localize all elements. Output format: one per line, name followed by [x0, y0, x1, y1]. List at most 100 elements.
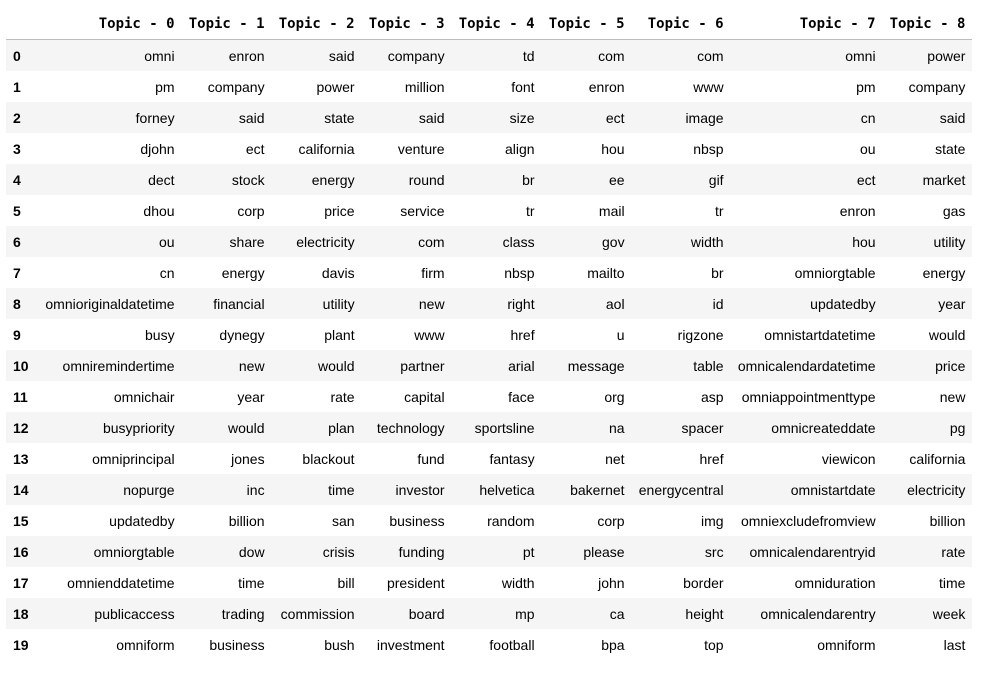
table-cell: right — [507, 295, 535, 312]
table-cell: pt — [522, 543, 535, 560]
table-cell: bakernet — [570, 481, 625, 498]
table-body: 0 omni enron said company td com com omni power 1 p… — [6, 39, 973, 660]
table-row: 6 ou share electricity com class gov width hou ut… — [6, 226, 973, 257]
table-cell: davis — [321, 264, 355, 281]
table-cell: rigzone — [677, 326, 724, 343]
table-cell: gif — [708, 171, 724, 188]
table-row: 16 omniorgtable dow crisis funding pt please sr… — [6, 536, 973, 567]
table-cell: ect — [856, 171, 876, 188]
column-header: Topic - 8 — [882, 8, 973, 40]
table-cell: omniform — [817, 636, 876, 653]
table-cell: plan — [328, 419, 355, 436]
row-index: 18 — [13, 605, 29, 622]
table-cell: ou — [159, 233, 175, 250]
table-cell: would — [928, 326, 966, 343]
table-cell: electricity — [907, 481, 966, 498]
row-index: 19 — [13, 636, 29, 653]
table-cell: width — [690, 233, 724, 250]
table-cell: trading — [221, 605, 265, 622]
table-cell: omniexcludefromview — [740, 512, 876, 529]
table-cell: football — [489, 636, 535, 653]
table-cell: hou — [601, 140, 625, 157]
table-cell: omniprincipal — [92, 450, 175, 467]
table-cell: enron — [839, 202, 876, 219]
table-cell: would — [227, 419, 265, 436]
table-cell: class — [502, 233, 535, 250]
table-cell: billion — [228, 512, 265, 529]
table-cell: align — [504, 140, 535, 157]
table-cell: company — [387, 47, 445, 64]
table-cell: john — [598, 574, 625, 591]
table-row: 17 omnienddatetime time bill president width j… — [6, 567, 973, 598]
table-cell: dect — [148, 171, 175, 188]
table-cell: helvetica — [479, 481, 535, 498]
table-cell: www — [414, 326, 445, 343]
table-cell: jones — [231, 450, 265, 467]
table-cell: venture — [397, 140, 445, 157]
table-cell: com — [697, 47, 724, 64]
row-index: 5 — [13, 202, 21, 219]
table-cell: top — [704, 636, 724, 653]
table-cell: busypriority — [102, 419, 175, 436]
table-cell: price — [935, 357, 966, 374]
table-cell: board — [408, 605, 445, 622]
row-index: 3 — [13, 140, 21, 157]
row-index: 11 — [13, 388, 28, 405]
table-cell: border — [683, 574, 724, 591]
table-cell: aol — [605, 295, 625, 312]
table-cell: tr — [526, 202, 535, 219]
table-cell: omniorgtable — [794, 264, 876, 281]
table-cell: img — [701, 512, 724, 529]
table-cell: business — [389, 512, 445, 529]
table-cell: utility — [933, 233, 966, 250]
table-cell: publicaccess — [94, 605, 175, 622]
row-index: 17 — [13, 574, 29, 591]
table-cell: br — [711, 264, 724, 281]
table-cell: gov — [602, 233, 625, 250]
table-cell: mail — [598, 202, 625, 219]
row-index: 16 — [13, 543, 29, 560]
table-cell: nbsp — [504, 264, 535, 281]
table-cell: blackout — [302, 450, 355, 467]
table-cell: omniduration — [794, 574, 876, 591]
table-cell: font — [511, 78, 535, 95]
column-header: Topic - 0 — [35, 8, 182, 40]
table-cell: www — [693, 78, 724, 95]
table-cell: capital — [404, 388, 445, 405]
table-cell: com — [418, 233, 445, 250]
table-cell: size — [509, 109, 535, 126]
table-cell: hou — [852, 233, 876, 250]
table-cell: price — [324, 202, 355, 219]
table-cell: tr — [715, 202, 724, 219]
table-cell: gas — [942, 202, 966, 219]
table-cell: bill — [337, 574, 355, 591]
table-header: Topic - 0 Topic - 1 Topic - 2 Topic - 3 Topi… — [6, 8, 973, 40]
column-header: Topic - 7 — [730, 8, 883, 40]
table-cell: ee — [609, 171, 625, 188]
table-cell: updatedby — [810, 295, 876, 312]
table-cell: new — [939, 388, 966, 405]
table-cell: br — [522, 171, 535, 188]
row-index: 7 — [13, 264, 21, 281]
row-index: 6 — [13, 233, 21, 250]
table-cell: cn — [860, 109, 876, 126]
table-cell: com — [598, 47, 625, 64]
table-row: 19 omniform business bush investment football… — [6, 629, 973, 660]
table-cell: electricity — [296, 233, 355, 250]
table-cell: would — [317, 357, 355, 374]
table-row: 14 nopurge inc time investor helvetica bakerne… — [6, 474, 973, 505]
table-cell: business — [209, 636, 265, 653]
table-row: 12 busypriority would plan technology sportsl… — [6, 412, 973, 443]
table-row: 3 djohn ect california venture align hou nbsp ou… — [6, 133, 973, 164]
table-cell: investment — [376, 636, 445, 653]
table-cell: energycentral — [638, 481, 724, 498]
row-index: 0 — [13, 47, 21, 64]
column-header: Topic - 4 — [451, 8, 542, 40]
table-cell: energy — [221, 264, 265, 281]
table-cell: technology — [376, 419, 445, 436]
table-row: 7 cn energy davis firm nbsp mailto br omniorgtab… — [6, 257, 973, 288]
table-row: 18 publicaccess trading commission board mp ca… — [6, 598, 973, 629]
table-cell: last — [943, 636, 966, 653]
table-cell: id — [712, 295, 724, 312]
row-index: 13 — [13, 450, 29, 467]
